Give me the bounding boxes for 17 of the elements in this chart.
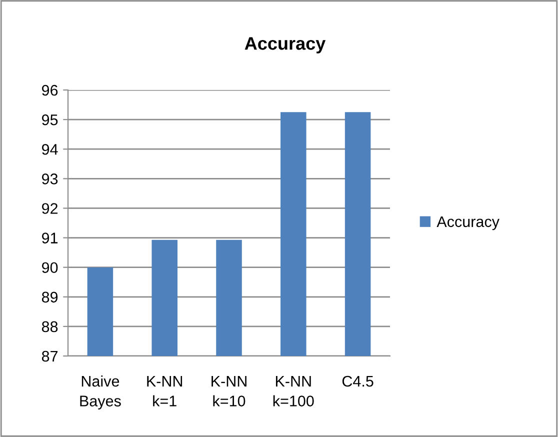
x-tick-label: C4.5	[342, 376, 374, 387]
x-tick-label: K-NN k=1	[147, 376, 182, 406]
y-tick-label: 96	[42, 84, 58, 96]
y-tick-label: 88	[42, 321, 58, 332]
legend-label: Accuracy	[436, 216, 500, 230]
y-tick-label: 90	[42, 262, 58, 274]
y-tick-label: 94	[42, 144, 58, 155]
y-tick-label: 93	[42, 174, 58, 184]
y-tick-label: 95	[42, 114, 58, 126]
y-tick-label: 89	[42, 292, 58, 303]
y-tick-label: 92	[42, 203, 58, 214]
y-tick-label: 91	[42, 232, 58, 244]
x-tick-label: K-NN k=100	[273, 376, 314, 406]
chart-title: Accuracy	[244, 37, 326, 54]
x-tick-label: Naive Bayes	[80, 375, 121, 410]
y-tick-label: 87	[42, 350, 58, 362]
x-tick-label: K-NN k=10	[212, 376, 246, 406]
